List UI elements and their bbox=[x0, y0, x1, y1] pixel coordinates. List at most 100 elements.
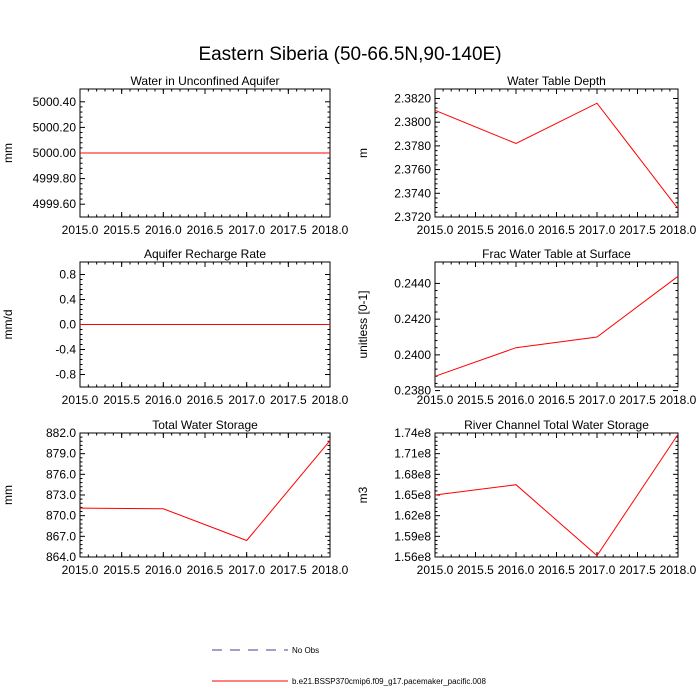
x-tick-label: 2015.5 bbox=[457, 563, 494, 577]
x-tick-label: 2016.5 bbox=[187, 223, 224, 237]
y-tick-label: 879.0 bbox=[46, 447, 76, 461]
y-tick-label: 870.0 bbox=[46, 509, 76, 523]
y-tick-label: 5000.00 bbox=[33, 146, 77, 160]
y-axis-label: mm/d bbox=[1, 310, 15, 340]
x-tick-label: 2015.0 bbox=[62, 563, 99, 577]
x-tick-label: 2016.0 bbox=[145, 223, 182, 237]
series-line bbox=[434, 434, 679, 557]
y-tick-label: 1.74e8 bbox=[394, 426, 431, 440]
y-tick-label: 0.2440 bbox=[394, 276, 431, 290]
panel-title: Water in Unconfined Aquifer bbox=[131, 74, 280, 88]
panel-5: Total Water Storage mm 2015.0 2015.5 2016.0 2… bbox=[1, 418, 349, 577]
x-tick-label: 2015.0 bbox=[417, 223, 454, 237]
y-tick-label: 0.2380 bbox=[394, 384, 431, 398]
x-tick-label: 2016.0 bbox=[145, 563, 182, 577]
x-tick-label: 2015.0 bbox=[417, 563, 454, 577]
y-axis-label: mm bbox=[1, 143, 15, 163]
y-tick-label: 2.3720 bbox=[394, 210, 431, 224]
x-tick-label: 2016.5 bbox=[538, 393, 575, 407]
y-tick-label: 1.68e8 bbox=[394, 467, 431, 481]
y-tick-label: 0.0 bbox=[59, 318, 76, 332]
y-tick-label: 0.2400 bbox=[394, 348, 431, 362]
panel-6: River Channel Total Water Storage m3 2015.… bbox=[356, 418, 697, 577]
y-tick-label: 2.3740 bbox=[394, 186, 431, 200]
x-tick-label: 2015.0 bbox=[62, 223, 99, 237]
y-axis-label: m3 bbox=[356, 486, 370, 503]
plot-frame bbox=[79, 432, 331, 558]
plot-frame bbox=[434, 261, 679, 388]
x-tick-label: 2016.5 bbox=[538, 223, 575, 237]
y-axis-label: mm bbox=[1, 485, 15, 505]
panel-title: Aquifer Recharge Rate bbox=[144, 247, 266, 261]
x-tick-label: 2016.5 bbox=[187, 563, 224, 577]
x-tick-label: 2017.0 bbox=[228, 393, 265, 407]
x-tick-label: 2017.5 bbox=[270, 563, 307, 577]
y-tick-label: 5000.40 bbox=[33, 95, 77, 109]
panel-4: Frac Water Table at Surface unitless [0-1… bbox=[356, 247, 697, 407]
panel-1: Water in Unconfined Aquifer mm 2015.0 2015.… bbox=[1, 74, 349, 237]
x-tick-label: 2018.0 bbox=[660, 563, 697, 577]
y-tick-label: 2.3800 bbox=[394, 115, 431, 129]
x-tick-label: 2018.0 bbox=[660, 223, 697, 237]
plot-frame bbox=[434, 432, 679, 558]
legend-label: b.e21.BSSP370cmip6.f09_g17.pacemaker_pac… bbox=[292, 677, 486, 686]
x-tick-label: 2015.0 bbox=[417, 393, 454, 407]
figure-title: Eastern Siberia (50-66.5N,90-140E) bbox=[198, 44, 501, 65]
y-tick-label: 1.65e8 bbox=[394, 488, 431, 502]
y-tick-label: 0.4 bbox=[59, 293, 76, 307]
x-tick-label: 2017.5 bbox=[270, 223, 307, 237]
x-tick-label: 2015.5 bbox=[103, 223, 140, 237]
y-tick-label: 876.0 bbox=[46, 467, 76, 481]
x-tick-label: 2015.5 bbox=[457, 393, 494, 407]
y-tick-label: 5000.20 bbox=[33, 120, 77, 134]
panel-title: River Channel Total Water Storage bbox=[464, 418, 649, 432]
y-tick-label: 1.62e8 bbox=[394, 509, 431, 523]
x-tick-label: 2018.0 bbox=[312, 393, 349, 407]
y-tick-label: 2.3780 bbox=[394, 139, 431, 153]
x-tick-label: 2018.0 bbox=[312, 563, 349, 577]
x-tick-label: 2018.0 bbox=[312, 223, 349, 237]
x-tick-label: 2017.0 bbox=[579, 223, 616, 237]
series-line bbox=[434, 275, 679, 377]
panel-title: Water Table Depth bbox=[507, 74, 606, 88]
y-tick-label: 873.0 bbox=[46, 488, 76, 502]
legend-entry-1: No Obs bbox=[212, 646, 319, 655]
x-tick-label: 2017.5 bbox=[270, 393, 307, 407]
x-tick-label: 2015.0 bbox=[62, 393, 99, 407]
panel-title: Frac Water Table at Surface bbox=[482, 247, 631, 261]
x-tick-label: 2017.5 bbox=[619, 223, 656, 237]
x-tick-label: 2016.0 bbox=[498, 563, 535, 577]
x-tick-label: 2016.0 bbox=[498, 223, 535, 237]
y-tick-label: -0.8 bbox=[55, 368, 76, 382]
plot-frame bbox=[434, 88, 679, 218]
x-tick-label: 2017.0 bbox=[579, 393, 616, 407]
y-tick-label: 1.71e8 bbox=[394, 447, 431, 461]
x-tick-label: 2016.0 bbox=[498, 393, 535, 407]
y-tick-label: 1.56e8 bbox=[394, 550, 431, 564]
x-tick-label: 2016.5 bbox=[538, 563, 575, 577]
x-tick-label: 2017.0 bbox=[228, 223, 265, 237]
x-tick-label: 2016.0 bbox=[145, 393, 182, 407]
y-tick-label: 1.59e8 bbox=[394, 529, 431, 543]
panel-2: Water Table Depth m 2015.0 2015.5 2016.0 2016… bbox=[356, 74, 697, 237]
x-tick-label: 2015.5 bbox=[457, 223, 494, 237]
y-tick-label: 2.3820 bbox=[394, 91, 431, 105]
y-tick-label: 867.0 bbox=[46, 529, 76, 543]
x-tick-label: 2017.5 bbox=[619, 563, 656, 577]
series-line bbox=[79, 440, 331, 542]
y-tick-label: 0.8 bbox=[59, 268, 76, 282]
x-tick-label: 2017.0 bbox=[228, 563, 265, 577]
y-tick-label: 2.3760 bbox=[394, 163, 431, 177]
legend: No Obs b.e21.BSSP370cmip6.f09_g17.pacemak… bbox=[212, 646, 486, 686]
panel-title: Total Water Storage bbox=[152, 418, 258, 432]
x-tick-label: 2017.5 bbox=[619, 393, 656, 407]
y-axis-label: m bbox=[356, 148, 370, 158]
legend-entry-2: b.e21.BSSP370cmip6.f09_g17.pacemaker_pac… bbox=[212, 677, 486, 686]
y-tick-label: 882.0 bbox=[46, 426, 76, 440]
x-tick-label: 2018.0 bbox=[660, 393, 697, 407]
legend-label: No Obs bbox=[292, 646, 319, 655]
y-axis-label: unitless [0-1] bbox=[356, 290, 370, 358]
series-line bbox=[434, 102, 679, 210]
